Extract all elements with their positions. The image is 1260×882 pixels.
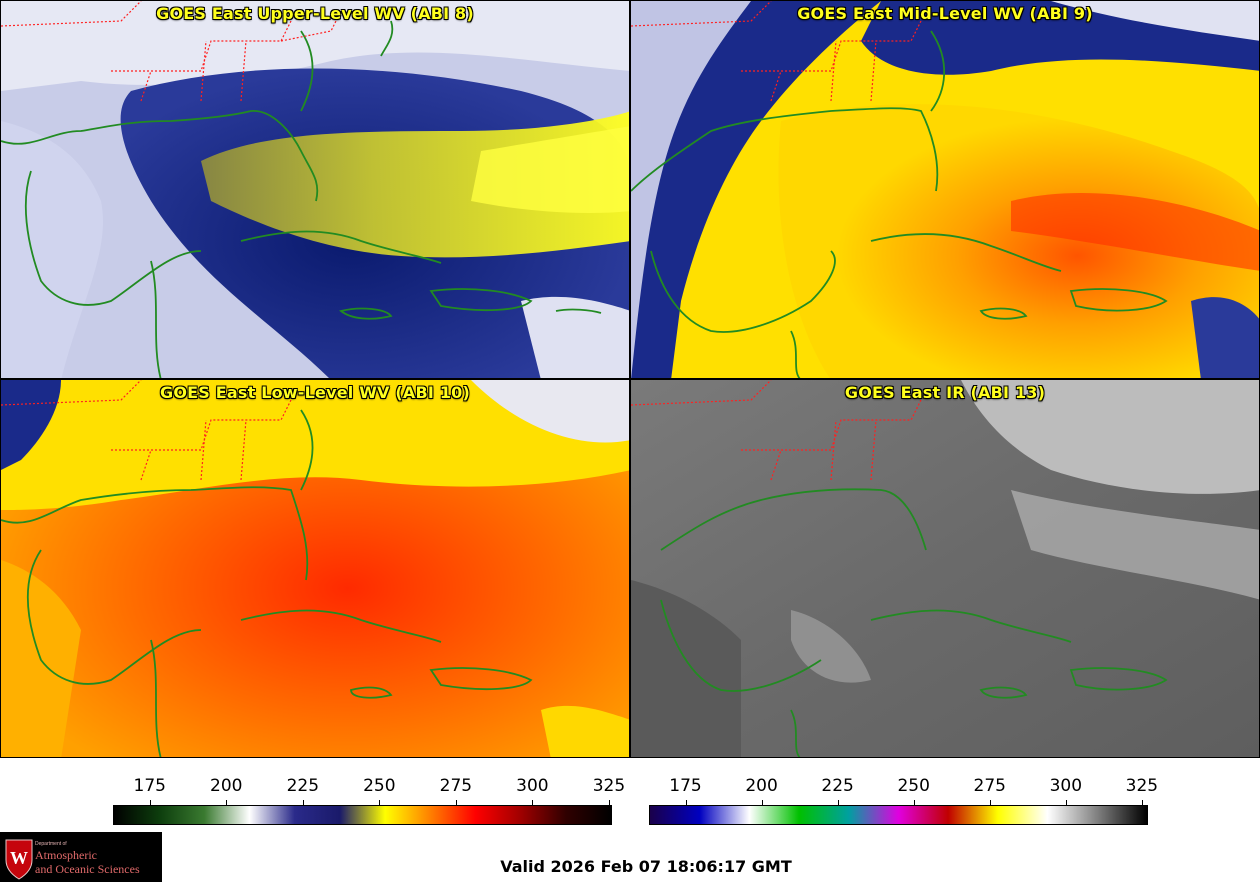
ir-colorbar-tick-mark xyxy=(837,800,839,805)
ir-colorbar-tick-mark xyxy=(1065,800,1067,805)
panel-title-mid-wv: GOES East Mid-Level WV (ABI 9) xyxy=(797,4,1093,23)
low-wv-image xyxy=(1,380,629,757)
wv-colorbar-tick-label: 250 xyxy=(363,776,396,796)
aos-logo: W Department of Atmospheric and Oceanic … xyxy=(0,832,162,882)
logo-line1: Atmospheric xyxy=(35,848,97,862)
ir-colorbar-tick-mark xyxy=(761,800,763,805)
ir-colorbar-tick-label: 225 xyxy=(821,776,854,796)
wv-colorbar-tick-mark xyxy=(302,800,304,805)
upper-wv-image xyxy=(1,1,629,378)
ir-colorbar-tick-label: 275 xyxy=(973,776,1006,796)
logo-line2: and Oceanic Sciences xyxy=(35,862,140,876)
ir-image xyxy=(631,380,1259,757)
svg-text:W: W xyxy=(10,848,28,868)
panel-low-level-wv: GOES East Low-Level WV (ABI 10) xyxy=(0,379,630,758)
wv-colorbar-tick-label: 200 xyxy=(210,776,243,796)
panel-mid-level-wv: GOES East Mid-Level WV (ABI 9) xyxy=(630,0,1260,379)
valid-time: Valid 2026 Feb 07 18:06:17 GMT xyxy=(500,857,792,876)
ir-colorbar-tick-mark xyxy=(989,800,991,805)
wv-colorbar-tick-label: 275 xyxy=(439,776,473,796)
wv-colorbar xyxy=(113,805,612,825)
wv-colorbar-tick-mark xyxy=(226,800,228,805)
ir-colorbar-tick-label: 200 xyxy=(745,776,778,796)
ir-colorbar xyxy=(649,805,1148,825)
uw-crest-icon: W xyxy=(5,839,33,880)
ir-colorbar-tick-mark xyxy=(913,800,915,805)
wv-colorbar-tick-mark xyxy=(149,800,151,805)
wv-colorbar-tick-mark xyxy=(532,800,534,805)
wv-colorbar-tick-label: 300 xyxy=(516,776,549,796)
wv-colorbar-tick-mark xyxy=(455,800,457,805)
wv-colorbar-tick-mark xyxy=(608,800,610,805)
panel-title-upper-wv: GOES East Upper-Level WV (ABI 8) xyxy=(156,4,474,23)
panel-upper-level-wv: GOES East Upper-Level WV (ABI 8) xyxy=(0,0,630,379)
ir-colorbar-tick-label: 175 xyxy=(669,776,702,796)
panel-title-ir: GOES East IR (ABI 13) xyxy=(844,383,1046,402)
ir-colorbar-tick-label: 300 xyxy=(1049,776,1083,796)
wv-colorbar-tick-label: 325 xyxy=(592,776,626,796)
panel-ir: GOES East IR (ABI 13) xyxy=(630,379,1260,758)
ir-colorbar-tick-label: 250 xyxy=(897,776,930,796)
ir-colorbar-tick-mark xyxy=(1141,800,1143,805)
mid-wv-image xyxy=(631,1,1259,378)
panel-title-low-wv: GOES East Low-Level WV (ABI 10) xyxy=(159,383,470,402)
wv-colorbar-tick-label: 175 xyxy=(133,776,166,796)
logo-department: Department of xyxy=(35,841,67,847)
wv-colorbar-tick-mark xyxy=(379,800,381,805)
ir-colorbar-tick-label: 325 xyxy=(1125,776,1159,796)
ir-colorbar-tick-mark xyxy=(685,800,687,805)
wv-colorbar-tick-label: 225 xyxy=(286,776,320,796)
